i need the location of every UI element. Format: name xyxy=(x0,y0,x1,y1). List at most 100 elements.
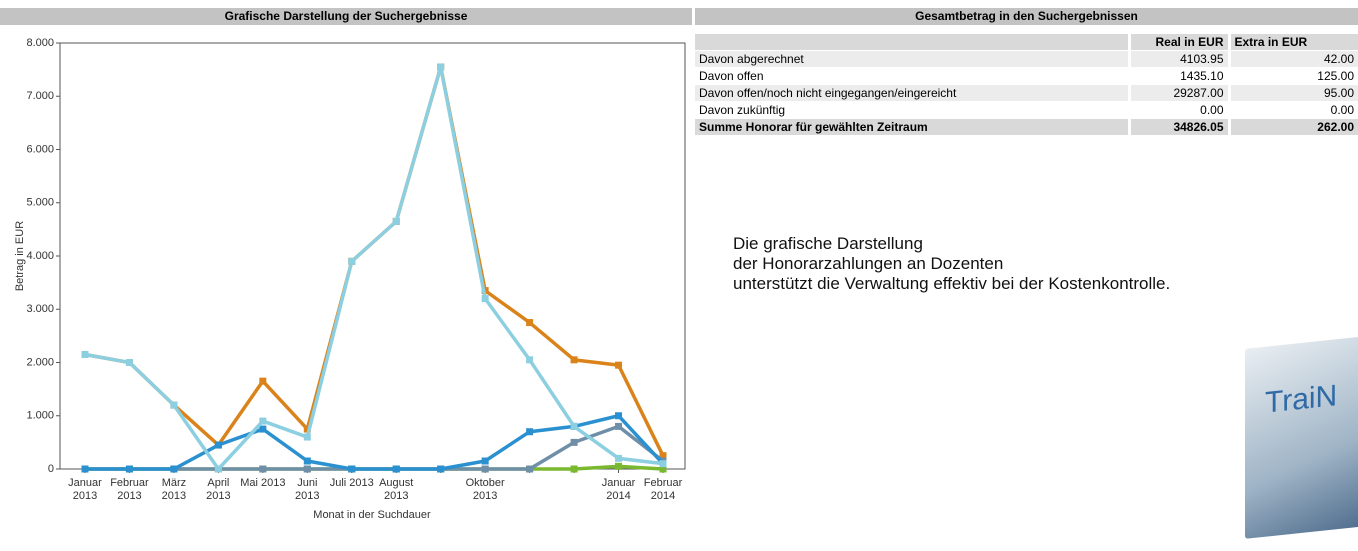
x-tick-label: Januar 2013 xyxy=(68,477,102,502)
point xyxy=(659,452,667,460)
description-line: unterstützt die Verwaltung effektiv bei … xyxy=(733,274,1171,293)
cell: Davon offen xyxy=(695,67,1129,85)
table-row: Davon offen 1435.10 125.00 xyxy=(695,67,1358,85)
y-axis-label: Betrag in EUR xyxy=(14,221,26,291)
cell: 0.00 xyxy=(1227,101,1358,119)
point xyxy=(348,257,356,265)
x-tick-label: Juni 2013 xyxy=(295,477,320,502)
cell: 34826.05 xyxy=(1127,118,1229,136)
point xyxy=(570,356,578,364)
point xyxy=(615,462,623,470)
point xyxy=(615,361,623,369)
description-line: Die grafische Darstellung xyxy=(733,234,923,253)
point xyxy=(437,465,445,473)
point xyxy=(303,465,311,473)
cell: 95.00 xyxy=(1227,84,1358,102)
point xyxy=(259,425,267,433)
y-tick-label: 6.000 xyxy=(26,143,54,155)
column-header: Real in EUR xyxy=(1127,34,1229,51)
point xyxy=(570,422,578,430)
point xyxy=(659,460,667,468)
point xyxy=(526,319,534,327)
point xyxy=(615,454,623,462)
point xyxy=(481,465,489,473)
series-line xyxy=(85,424,665,471)
table-row: Davon abgerechnet 4103.95 42.00 xyxy=(695,50,1358,68)
x-tick-label: Mai 2013 xyxy=(240,477,286,489)
point xyxy=(259,377,267,385)
cell: Davon offen/noch nicht eingegangen/einge… xyxy=(695,84,1129,102)
chart: Betrag in EUR Monat in der Suchdauer 0 1.… xyxy=(14,37,686,521)
x-tick-label: August 2013 xyxy=(379,477,414,502)
cell: 4103.95 xyxy=(1127,50,1229,68)
point xyxy=(615,422,623,430)
y-tick-label: 2.000 xyxy=(26,356,54,368)
table-row: Davon zukünftig 0.00 0.00 xyxy=(695,101,1358,119)
point xyxy=(303,457,311,465)
total-row: Summe Honorar für gewählten Zeitraum 3482… xyxy=(695,118,1358,136)
y-tick-label: 1.000 xyxy=(26,410,54,422)
point xyxy=(659,465,667,473)
point xyxy=(481,295,489,303)
table-row: Davon offen/noch nicht eingegangen/einge… xyxy=(695,84,1358,102)
column-header: Extra in EUR xyxy=(1227,34,1358,51)
x-tick-label: Oktober 2013 xyxy=(465,477,505,502)
brand: TraiN xyxy=(1265,379,1338,420)
product-box: TraiN xyxy=(1245,335,1358,539)
cell: 42.00 xyxy=(1227,50,1358,68)
x-tick-label: Februar 2014 xyxy=(643,477,683,502)
point xyxy=(526,428,534,436)
point xyxy=(392,217,400,225)
point xyxy=(570,438,578,446)
description-line: der Honorarzahlungen an Dozenten xyxy=(733,254,1004,273)
description: Die grafische Darstellung der Honorarzahl… xyxy=(733,234,1170,294)
point xyxy=(170,465,178,473)
point xyxy=(526,356,534,364)
point xyxy=(348,465,356,473)
y-tick-label: 8.000 xyxy=(26,37,54,49)
point xyxy=(392,465,400,473)
x-tick-label: Februar 2013 xyxy=(110,477,149,502)
x-tick-label: April 2013 xyxy=(206,477,231,502)
point xyxy=(303,425,311,433)
cell: Davon abgerechnet xyxy=(695,50,1129,68)
cell: Summe Honorar für gewählten Zeitraum xyxy=(695,118,1129,136)
summary-table: Real in EUR Extra in EUR Davon abgerechn… xyxy=(695,34,1358,136)
x-axis-label: Monat in der Suchdauer xyxy=(313,509,431,521)
y-tick-label: 4.000 xyxy=(26,250,54,262)
point xyxy=(526,465,534,473)
y-tick-label: 7.000 xyxy=(26,90,54,102)
point xyxy=(437,63,445,71)
y-tick-label: 3.000 xyxy=(26,303,54,315)
plot-frame xyxy=(59,42,686,470)
x-tick-label: Juli 2013 xyxy=(329,477,374,489)
point xyxy=(214,441,222,449)
series-line xyxy=(84,65,664,471)
y-tick-label: 0 xyxy=(48,463,54,475)
cell: Davon zukünftig xyxy=(695,101,1129,119)
point xyxy=(570,465,578,473)
cell: 29287.00 xyxy=(1127,84,1229,102)
x-tick-label: März 2013 xyxy=(161,477,187,502)
cell: 262.00 xyxy=(1227,118,1358,136)
corner xyxy=(695,34,1129,51)
point xyxy=(81,465,89,473)
point xyxy=(81,351,89,359)
point xyxy=(170,401,178,409)
point xyxy=(303,433,311,441)
series-line xyxy=(84,65,665,457)
point xyxy=(259,417,267,425)
series-line xyxy=(85,414,665,471)
point xyxy=(259,465,267,473)
cell: 125.00 xyxy=(1227,67,1358,85)
point xyxy=(481,457,489,465)
point xyxy=(125,359,133,366)
point xyxy=(125,465,133,473)
point xyxy=(615,412,623,420)
chart-header: Grafische Darstellung der Suchergebnisse xyxy=(0,8,692,25)
x-tick-label: Januar 2014 xyxy=(601,477,636,502)
cell: 0.00 xyxy=(1127,101,1229,119)
cell: 1435.10 xyxy=(1127,67,1229,85)
point xyxy=(214,465,222,473)
